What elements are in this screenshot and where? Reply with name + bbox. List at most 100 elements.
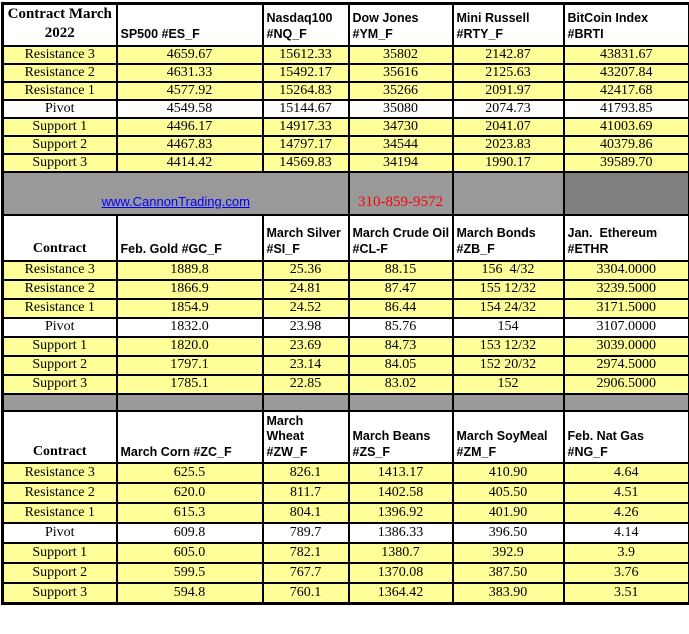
- spacer-cell: [451, 392, 565, 412]
- value-cell: 1413.17: [347, 462, 454, 485]
- value-cell: 35080: [347, 98, 454, 119]
- value-cell: 155 12/32: [451, 278, 565, 300]
- value-cell: 2974.5000: [562, 354, 689, 376]
- value-cell: 405.50: [451, 482, 565, 505]
- column-header: March Crude Oil #CL-F: [347, 213, 454, 262]
- pivot-sheet: Contract March 2022 SP500 #ES_F Nasdaq100 …: [1, 2, 689, 605]
- value-cell: 4549.58: [115, 98, 264, 119]
- value-cell: 43831.67: [562, 44, 689, 65]
- value-cell: 35616: [347, 62, 454, 83]
- spacer-row: [1, 392, 689, 412]
- table-corner-label: Contract March 2022: [1, 2, 118, 47]
- table-row: Pivot 1832.0 23.98 85.76 154 3107.0000: [1, 316, 689, 338]
- value-cell: 153 12/32: [451, 335, 565, 357]
- value-cell: 3.9: [562, 542, 689, 565]
- value-cell: 15492.17: [261, 62, 350, 83]
- header-row: Contract Feb. Gold #GC_F March Silver #SI_…: [1, 213, 689, 262]
- column-header: March Beans #ZS_F: [347, 409, 454, 465]
- row-label: Resistance 3: [1, 259, 118, 281]
- table-row: Resistance 1 1854.9 24.52 86.44 154 24/32 317…: [1, 297, 689, 319]
- value-cell: 2906.5000: [562, 373, 689, 395]
- value-cell: 782.1: [261, 542, 350, 565]
- value-cell: 84.05: [347, 354, 454, 376]
- value-cell: 3.76: [562, 562, 689, 585]
- value-cell: 1990.17: [451, 152, 565, 173]
- row-label: Support 3: [1, 582, 118, 605]
- spacer-cell: [261, 392, 350, 412]
- value-cell: 826.1: [261, 462, 350, 485]
- value-cell: 387.50: [451, 562, 565, 585]
- value-cell: 15612.33: [261, 44, 350, 65]
- row-label: Support 2: [1, 562, 118, 585]
- banner-empty-cell-dark: [562, 170, 689, 216]
- value-cell: 24.81: [261, 278, 350, 300]
- value-cell: 23.14: [261, 354, 350, 376]
- column-header: March Silver #SI_F: [261, 213, 350, 262]
- row-label: Support 1: [1, 116, 118, 137]
- value-cell: 85.76: [347, 316, 454, 338]
- value-cell: 605.0: [115, 542, 264, 565]
- column-header: Mini Russell #RTY_F: [451, 2, 565, 47]
- value-cell: 3171.5000: [562, 297, 689, 319]
- value-cell: 23.98: [261, 316, 350, 338]
- value-cell: 4.14: [562, 522, 689, 545]
- row-label: Pivot: [1, 316, 118, 338]
- value-cell: 1364.42: [347, 582, 454, 605]
- row-label: Support 3: [1, 373, 118, 395]
- value-cell: 804.1: [261, 502, 350, 525]
- value-cell: 3.51: [562, 582, 689, 605]
- value-cell: 4.26: [562, 502, 689, 525]
- value-cell: 1820.0: [115, 335, 264, 357]
- value-cell: 1866.9: [115, 278, 264, 300]
- value-cell: 401.90: [451, 502, 565, 525]
- value-cell: 1785.1: [115, 373, 264, 395]
- cannon-trading-link[interactable]: www.CannonTrading.com: [101, 193, 250, 209]
- table-row: Resistance 2 620.0 811.7 1402.58 405.50 4.51: [1, 482, 689, 505]
- value-cell: 1854.9: [115, 297, 264, 319]
- column-header: SP500 #ES_F: [115, 2, 264, 47]
- table-row: Resistance 1 4577.92 15264.83 35266 2091.97 4…: [1, 80, 689, 101]
- table-row: Support 3 1785.1 22.85 83.02 152 2906.5000: [1, 373, 689, 395]
- value-cell: 811.7: [261, 482, 350, 505]
- row-label: Resistance 3: [1, 462, 118, 485]
- banner-empty-cell: [451, 170, 565, 216]
- row-label: Pivot: [1, 98, 118, 119]
- value-cell: 1386.33: [347, 522, 454, 545]
- value-cell: 14569.83: [261, 152, 350, 173]
- table-row: Support 3 4414.42 14569.83 34194 1990.17 3958…: [1, 152, 689, 173]
- row-label: Resistance 2: [1, 482, 118, 505]
- table-row: Pivot 609.8 789.7 1386.33 396.50 4.14: [1, 522, 689, 545]
- column-header: Jan. Ethereum #ETHR: [562, 213, 689, 262]
- table-corner-label: Contract: [1, 409, 118, 465]
- spacer-cell: [347, 392, 454, 412]
- value-cell: 152 20/32: [451, 354, 565, 376]
- value-cell: 34194: [347, 152, 454, 173]
- value-cell: 40379.86: [562, 134, 689, 155]
- value-cell: 2041.07: [451, 116, 565, 137]
- value-cell: 3304.0000: [562, 259, 689, 281]
- value-cell: 24.52: [261, 297, 350, 319]
- phone-number: 310-859-9572: [347, 170, 454, 216]
- value-cell: 3039.0000: [562, 335, 689, 357]
- column-header: Nasdaq100 #NQ_F: [261, 2, 350, 47]
- value-cell: 4577.92: [115, 80, 264, 101]
- value-cell: 4659.67: [115, 44, 264, 65]
- value-cell: 3107.0000: [562, 316, 689, 338]
- value-cell: 25.36: [261, 259, 350, 281]
- value-cell: 1889.8: [115, 259, 264, 281]
- value-cell: 2142.87: [451, 44, 565, 65]
- row-label: Support 2: [1, 134, 118, 155]
- value-cell: 154: [451, 316, 565, 338]
- value-cell: 396.50: [451, 522, 565, 545]
- row-label: Resistance 2: [1, 62, 118, 83]
- table-row: Support 1 4496.17 14917.33 34730 2041.07 4100…: [1, 116, 689, 137]
- row-label: Resistance 1: [1, 297, 118, 319]
- column-header: March SoyMeal #ZM_F: [451, 409, 565, 465]
- table-row: Resistance 1 615.3 804.1 1396.92 401.90 4.26: [1, 502, 689, 525]
- row-label: Support 1: [1, 335, 118, 357]
- table-row: Support 2 4467.83 14797.17 34544 2023.83 4037…: [1, 134, 689, 155]
- value-cell: 4.64: [562, 462, 689, 485]
- table-corner-label: Contract: [1, 213, 118, 262]
- value-cell: 767.7: [261, 562, 350, 585]
- column-header: Dow Jones #YM_F: [347, 2, 454, 47]
